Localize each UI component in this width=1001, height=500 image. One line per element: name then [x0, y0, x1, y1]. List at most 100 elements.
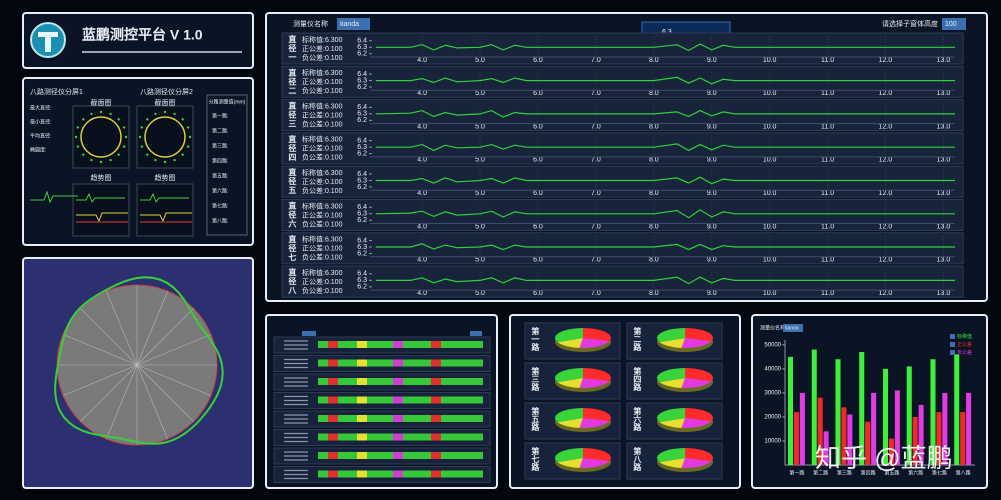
x-tick-label: 8.0	[649, 157, 659, 164]
x-tick-label: 5.0	[475, 190, 485, 197]
pie-slice	[583, 328, 612, 342]
app-title: 蓝鹏测控平台 V 1.0	[82, 27, 203, 43]
x-tick-label: 7.0	[591, 157, 601, 164]
x-tick-label: 13.0	[937, 157, 951, 164]
pie-slice	[685, 408, 714, 422]
sensor-dot	[117, 118, 120, 121]
series-line	[375, 76, 955, 85]
channel-label: 第四路:	[212, 157, 228, 164]
channel-label: 第七路:	[212, 202, 228, 209]
bar	[847, 414, 853, 465]
trend-box	[136, 183, 194, 237]
series-line	[375, 276, 955, 285]
x-tick-label: 11.0	[821, 223, 834, 230]
y-tick-label: 6.3	[357, 144, 367, 151]
y-tick-label: 6.2	[357, 84, 367, 91]
y-tick-label: 6.2	[357, 217, 367, 224]
spec-label: 负公差:0.100	[302, 53, 343, 62]
bar	[912, 416, 918, 465]
mini-block	[393, 341, 403, 348]
sensor-dot	[109, 158, 112, 162]
polar-spoke	[136, 364, 168, 440]
row-label: 直径四	[288, 134, 297, 162]
row-band	[281, 265, 964, 298]
y-tick-label: 6.2	[357, 51, 367, 58]
y-tick-label: 40000	[764, 366, 781, 372]
pie-slice	[685, 448, 714, 462]
instrument-select[interactable]	[337, 18, 370, 30]
x-tick-label: 10.0	[763, 257, 777, 264]
pie-slice	[681, 338, 712, 348]
x-tick-label: 8.0	[649, 90, 659, 97]
x-tick-label: 10.0	[763, 157, 777, 164]
legend-swatch	[950, 334, 955, 339]
x-tick-label: 6.0	[533, 123, 543, 130]
series-line	[375, 109, 955, 118]
channel-label: 第五路:	[212, 172, 228, 179]
pie-label: 第七路	[530, 446, 540, 472]
mini-block	[328, 452, 338, 459]
x-tick-label: 9.0	[707, 223, 717, 230]
x-tick-label: 6.0	[533, 190, 543, 197]
trend-label: 趋势图	[155, 173, 176, 182]
mini-block	[328, 433, 338, 441]
x-tick-label: 9.0	[707, 290, 717, 297]
instrument-select[interactable]	[783, 324, 803, 332]
sensor-dot	[90, 112, 93, 116]
mini-block	[431, 359, 441, 367]
readout-label: 椭圆度:	[30, 146, 46, 153]
pie-slice	[557, 338, 583, 348]
x-tick-label: 第六路	[908, 469, 923, 476]
x-tick-label: 4.0	[417, 190, 427, 197]
sensor-dot	[82, 118, 85, 121]
x-tick-label: 9.0	[707, 257, 717, 264]
logo-mark	[38, 32, 58, 52]
spec-label: 标称值:6.300	[302, 168, 343, 177]
mini-block	[357, 415, 367, 422]
spec-label: 正公差:0.100	[302, 210, 343, 219]
x-tick-label: 5.0	[475, 290, 485, 297]
x-tick-label: 12.0	[879, 90, 893, 97]
pie-slice	[555, 408, 583, 423]
x-tick-label: 11.0	[821, 90, 834, 97]
row-label: 直径六	[288, 201, 297, 229]
mini-block	[431, 396, 441, 404]
x-tick-label: 9.0	[707, 157, 717, 164]
x-tick-label: 11.0	[821, 257, 834, 264]
x-tick-label: 13.0	[937, 123, 951, 130]
y-tick-label: 6.3	[357, 177, 367, 184]
x-tick-label: 13.0	[937, 223, 951, 230]
sensor-dot	[117, 153, 120, 156]
instrument-label: 测量仪名称	[760, 324, 785, 331]
row-label: 直径三	[288, 101, 297, 129]
height-select[interactable]	[942, 18, 966, 30]
row-label: 直径一	[288, 34, 297, 62]
pie-slice	[656, 328, 685, 343]
y-tick-label: 6.2	[357, 150, 367, 157]
mini-block	[357, 433, 367, 441]
bar	[871, 392, 877, 465]
instrument-label: 测量仪名称	[293, 19, 328, 28]
split-title: 八路测径仪分屏2	[140, 87, 193, 96]
bar	[841, 407, 847, 465]
x-tick-label: 13.0	[937, 190, 951, 197]
x-tick-label: 7.0	[591, 223, 601, 230]
row-band	[281, 165, 964, 198]
mini-block	[328, 359, 338, 367]
pie-slice	[579, 458, 610, 468]
mini-block	[393, 415, 403, 422]
trend-line	[76, 192, 125, 204]
x-tick-label: 4.0	[417, 157, 427, 164]
x-tick-label: 7.0	[591, 123, 601, 130]
pie-label: 第二路	[632, 326, 642, 352]
spec-label: 标称值:6.300	[302, 35, 343, 44]
sensor-dot	[99, 160, 103, 164]
x-tick-label: 13.0	[937, 290, 951, 297]
series-line	[375, 243, 955, 251]
legend-swatch	[950, 342, 955, 347]
x-tick-label: 5.0	[475, 90, 485, 97]
bar	[936, 412, 942, 465]
y-tick-label: 6.3	[357, 77, 367, 84]
x-tick-label: 8.0	[649, 257, 659, 264]
spec-label: 负公差:0.100	[302, 186, 343, 195]
